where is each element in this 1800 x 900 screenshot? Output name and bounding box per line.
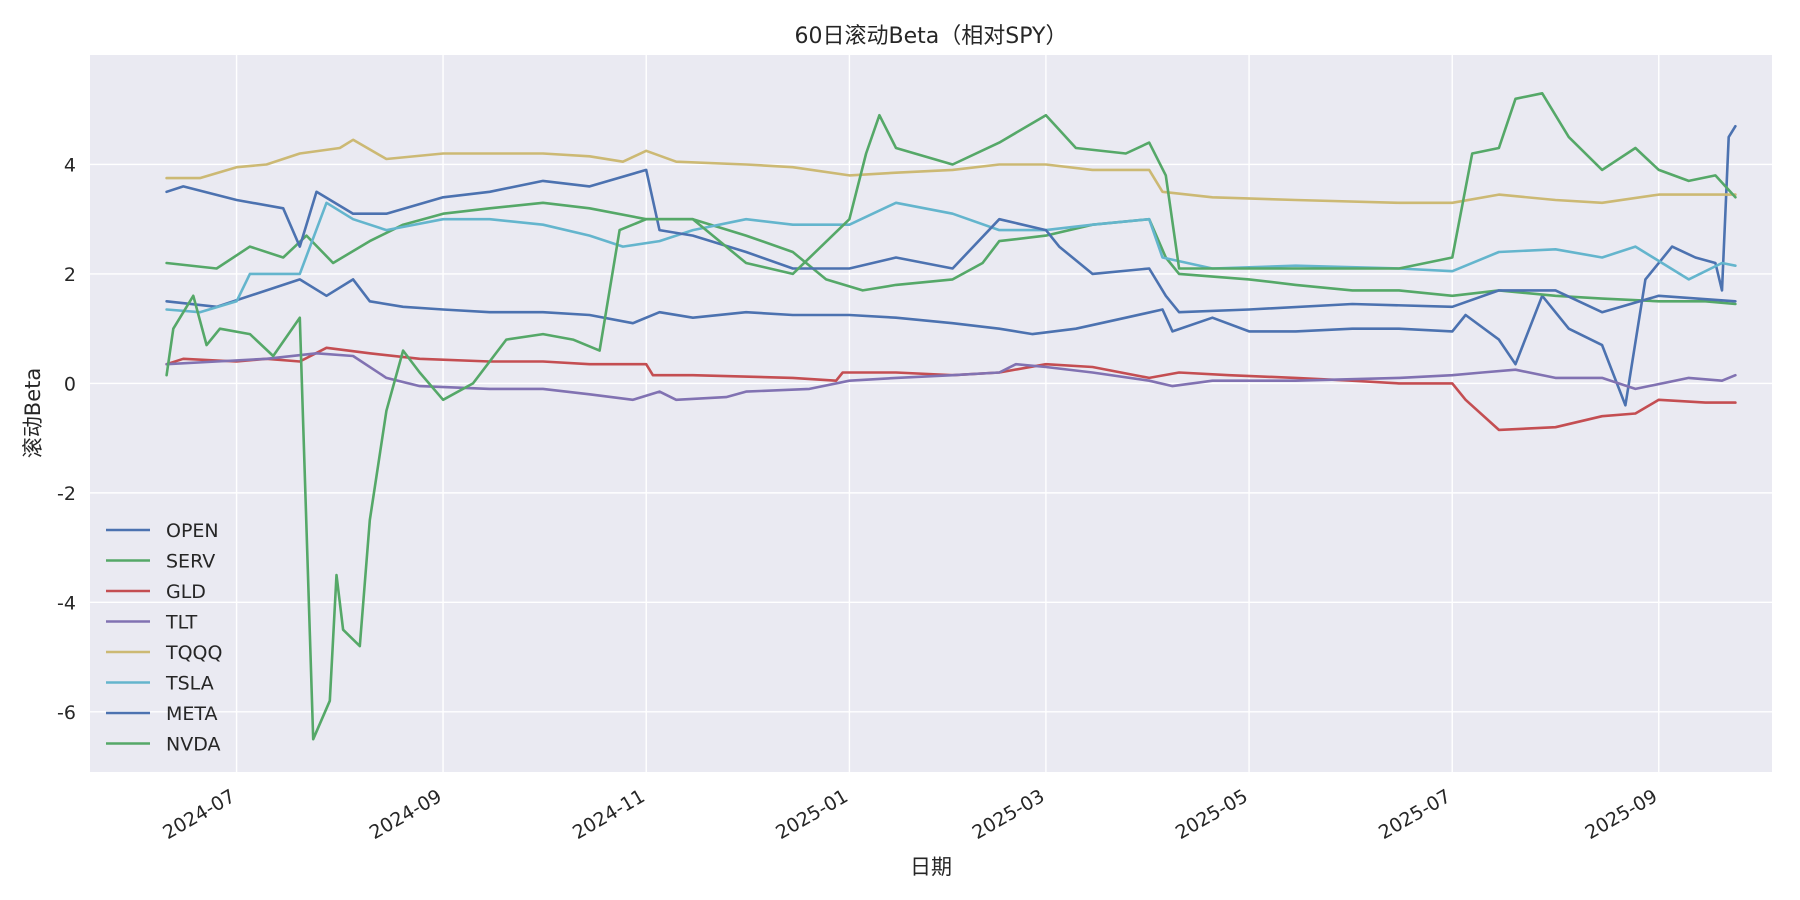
series-line-meta xyxy=(165,168,1737,314)
chart-title: 60日滚动Beta（相对SPY） xyxy=(795,24,1068,49)
y-axis-title: 滚动Beta xyxy=(21,368,45,458)
legend-label: OPEN xyxy=(166,520,219,542)
series-line-serv xyxy=(165,201,1737,306)
legend-label: NVDA xyxy=(166,734,221,756)
series-line-tqqq xyxy=(165,138,1737,205)
y-tick-label: 4 xyxy=(64,154,76,176)
series-line-open xyxy=(165,124,1737,407)
legend: OPEN SERV GLD TLT TQQQ TSLA META NVDA xyxy=(106,520,222,756)
legend-label: SERV xyxy=(166,551,215,573)
series-line-tlt xyxy=(165,352,1737,402)
plot-area xyxy=(90,55,1772,772)
series-layer xyxy=(165,92,1737,741)
y-tick-label: -2 xyxy=(57,483,76,505)
legend-label: TSLA xyxy=(165,673,214,695)
x-axis-title: 日期 xyxy=(910,855,952,879)
legend-label: META xyxy=(166,703,218,725)
series-line-nvda xyxy=(165,92,1737,741)
legend-label: TQQQ xyxy=(165,642,222,664)
series-line-tsla xyxy=(165,201,1737,314)
y-tick-label: 0 xyxy=(64,373,76,395)
y-tick-label: -6 xyxy=(57,702,76,724)
y-tick-label: -4 xyxy=(57,592,76,614)
legend-label: TLT xyxy=(165,612,198,634)
y-tick-label: 2 xyxy=(64,264,76,286)
legend-label: GLD xyxy=(166,581,206,603)
